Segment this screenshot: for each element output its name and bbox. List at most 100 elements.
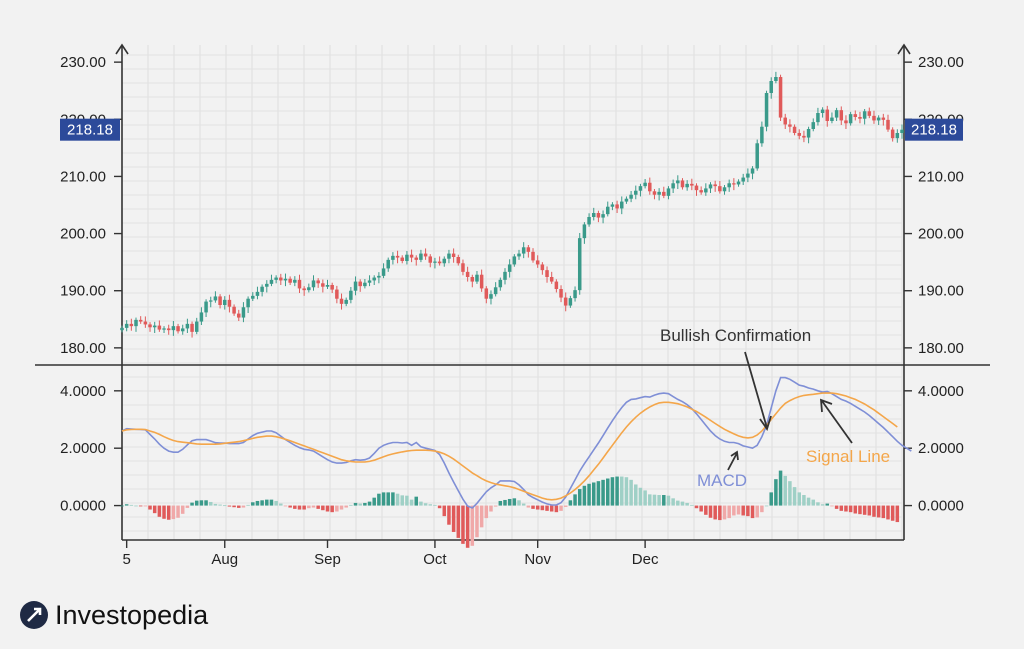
histogram-bar [839, 505, 844, 511]
histogram-bar [774, 479, 778, 506]
histogram-bar [648, 494, 652, 506]
candle-body [451, 253, 456, 257]
histogram-bar [535, 505, 540, 510]
histogram-bar [680, 501, 685, 506]
candle-body [783, 117, 787, 125]
candle-body [138, 319, 143, 322]
candle-body [797, 133, 801, 136]
histogram-bar [148, 505, 152, 510]
macd-tick-label-right: 4.0000 [918, 383, 964, 400]
macd-tick-label-right: 2.0000 [918, 440, 964, 457]
candle-body [283, 278, 288, 281]
histogram-bar [344, 505, 348, 508]
candle-body [208, 300, 213, 302]
histogram-bar [465, 505, 470, 548]
histogram-bar [573, 494, 577, 506]
histogram-bar [577, 489, 582, 506]
price-tick-label-right: 210.00 [918, 168, 964, 185]
price-tick-label-left: 180.00 [60, 340, 106, 357]
histogram-bar [120, 505, 124, 507]
price-tick-label-right: 180.00 [918, 340, 964, 357]
candle-body [447, 253, 451, 259]
histogram-bar [741, 505, 745, 516]
histogram-bar [718, 505, 722, 521]
histogram-bar [634, 484, 638, 506]
candle-body [377, 275, 381, 278]
candle-body [190, 323, 194, 332]
candle-body [176, 326, 180, 332]
candle-body [213, 296, 218, 301]
brand-name: Investopedia [55, 600, 209, 630]
candle-body [157, 325, 162, 330]
candle-body [690, 183, 694, 186]
candle-body [218, 296, 222, 305]
histogram-bar [330, 505, 334, 513]
candle-body [143, 321, 148, 325]
histogram-bar [792, 487, 797, 506]
candle-body [680, 180, 685, 188]
histogram-bar [727, 505, 731, 519]
x-axis-ticks: 5 Aug Sep Oct Nov Dec [122, 540, 659, 568]
histogram-bar [218, 504, 222, 506]
histogram-bar [124, 504, 129, 506]
histogram-bar [176, 505, 180, 518]
candle-body [792, 126, 797, 133]
histogram-bar [507, 498, 512, 506]
candle-body [475, 274, 479, 282]
histogram-bar [194, 500, 199, 506]
candle-body [237, 313, 241, 318]
candle-body [643, 182, 647, 187]
histogram-bar [802, 495, 806, 506]
candle-body [568, 298, 573, 306]
histogram-bar [694, 505, 699, 509]
candle-body [479, 274, 484, 289]
candle-body [834, 110, 839, 118]
candle-body [526, 247, 531, 252]
candle-body [414, 257, 419, 260]
histogram-bar [484, 505, 489, 519]
candle-body [666, 188, 671, 196]
candle-body [764, 93, 769, 127]
candle-body [531, 251, 535, 261]
candle-body [330, 285, 334, 290]
histogram-bar [166, 505, 171, 520]
histogram-bar [391, 492, 395, 506]
histogram-bar [867, 505, 872, 516]
histogram-bar [820, 504, 825, 506]
histogram-bar [844, 505, 848, 512]
histogram-bar [862, 505, 867, 515]
candle-body [363, 282, 367, 287]
histogram-bar [307, 505, 311, 509]
histogram-bar [232, 505, 236, 508]
candle-body [848, 114, 853, 124]
histogram-bar [456, 505, 461, 538]
candle-body [760, 126, 764, 144]
histogram-bar [395, 493, 400, 506]
current-price-left: 218.18 [67, 122, 113, 139]
histogram-bar [241, 505, 246, 508]
candle-body [269, 279, 274, 284]
candle-body [321, 283, 325, 287]
histogram-bar [251, 502, 255, 506]
histogram-bar [143, 505, 148, 507]
right-axis-arrow-icon [897, 43, 911, 55]
candle-body [704, 188, 708, 193]
histogram-bar [834, 505, 839, 509]
candle-body [241, 307, 246, 318]
candle-body [400, 257, 404, 261]
candle-body [713, 184, 717, 187]
histogram-bar [437, 505, 442, 509]
histogram-bar [208, 501, 213, 506]
histogram-bar [297, 505, 302, 510]
bullish-confirmation-label: Bullish Confirmation [660, 326, 811, 345]
candle-body [279, 277, 283, 281]
candle-body [194, 321, 199, 332]
histogram-bar [353, 502, 358, 506]
candle-body [166, 328, 171, 331]
candle-body [657, 191, 661, 195]
candle-body [344, 299, 348, 304]
histogram-bar [377, 493, 381, 506]
histogram-bar [638, 487, 643, 506]
price-tick-label-right: 200.00 [918, 226, 964, 243]
